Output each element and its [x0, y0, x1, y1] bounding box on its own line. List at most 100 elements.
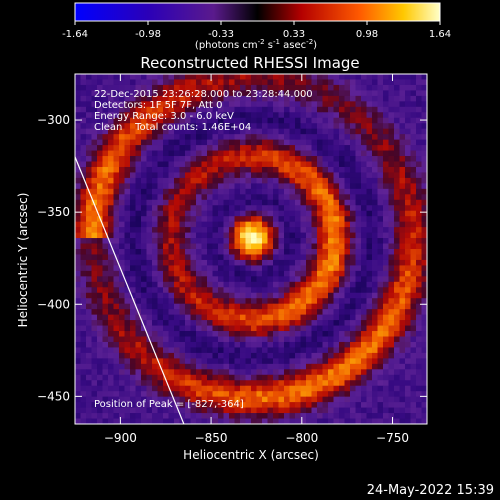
- heatmap-cell: [399, 227, 406, 233]
- heatmap-cell: [311, 363, 318, 370]
- heatmap-cell: [284, 79, 290, 86]
- heatmap-cell: [157, 172, 164, 179]
- heatmap-cell: [102, 128, 109, 135]
- heatmap-cell: [240, 210, 246, 217]
- heatmap-cell: [388, 156, 395, 162]
- heatmap-cell: [416, 166, 422, 173]
- heatmap-cell: [102, 374, 109, 381]
- heatmap-cell: [399, 347, 406, 354]
- heatmap-cell: [284, 156, 290, 162]
- heatmap-cell: [234, 238, 241, 244]
- heatmap-cell: [388, 303, 395, 310]
- heatmap-cell: [174, 117, 180, 124]
- heatmap-cell: [416, 145, 422, 151]
- heatmap-cell: [256, 156, 263, 162]
- heatmap-cell: [322, 112, 329, 119]
- heatmap-cell: [86, 166, 92, 173]
- heatmap-cell: [130, 402, 136, 408]
- heatmap-cell: [146, 117, 153, 124]
- heatmap-cell: [306, 161, 312, 168]
- heatmap-cell: [229, 358, 235, 365]
- heatmap-cell: [295, 128, 301, 135]
- heatmap-cell: [91, 194, 98, 201]
- heatmap-cell: [366, 254, 373, 261]
- heatmap-cell: [262, 238, 268, 244]
- heatmap-cell: [383, 292, 389, 299]
- heatmap-cell: [410, 194, 417, 201]
- heatmap-cell: [240, 331, 246, 337]
- heatmap-cell: [113, 243, 120, 250]
- heatmap-cell: [394, 177, 400, 184]
- heatmap-cell: [295, 298, 301, 304]
- heatmap-cell: [223, 418, 230, 424]
- heatmap-cell: [267, 385, 274, 392]
- heatmap-cell: [256, 210, 263, 217]
- heatmap-cell: [190, 199, 197, 206]
- heatmap-cell: [377, 369, 384, 376]
- heatmap-cell: [196, 95, 202, 102]
- heatmap-cell: [168, 199, 175, 206]
- heatmap-cell: [366, 331, 373, 337]
- heatmap-cell: [97, 418, 103, 424]
- heatmap-cell: [146, 95, 153, 102]
- heatmap-cell: [135, 194, 142, 201]
- heatmap-cell: [229, 199, 235, 206]
- heatmap-cell: [80, 177, 87, 184]
- heatmap-cell: [388, 183, 395, 190]
- heatmap-cell: [366, 177, 373, 184]
- heatmap-cell: [157, 309, 164, 315]
- heatmap-cell: [91, 134, 98, 140]
- heatmap-cell: [251, 183, 257, 190]
- heatmap-cell: [383, 347, 389, 354]
- heatmap-cell: [256, 150, 263, 157]
- heatmap-cell: [174, 210, 180, 217]
- heatmap-cell: [383, 418, 389, 424]
- heatmap-cell: [262, 79, 268, 86]
- heatmap-cell: [86, 298, 92, 304]
- heatmap-cell: [190, 385, 197, 392]
- heatmap-cell: [240, 325, 246, 332]
- heatmap-cell: [300, 101, 307, 108]
- heatmap-cell: [119, 79, 125, 86]
- heatmap-cell: [179, 270, 186, 277]
- heatmap-cell: [322, 177, 329, 184]
- heatmap-cell: [399, 259, 406, 266]
- heatmap-cell: [306, 238, 312, 244]
- heatmap-cell: [295, 90, 301, 97]
- heatmap-cell: [190, 156, 197, 162]
- heatmap-cell: [273, 161, 279, 168]
- heatmap-cell: [399, 238, 406, 244]
- heatmap-cell: [339, 188, 345, 195]
- heatmap-cell: [416, 347, 422, 354]
- heatmap-cell: [289, 314, 296, 321]
- heatmap-cell: [97, 249, 103, 255]
- heatmap-cell: [344, 358, 351, 365]
- heatmap-cell: [267, 166, 274, 173]
- heatmap-cell: [344, 216, 351, 222]
- heatmap-cell: [245, 358, 252, 365]
- heatmap-cell: [317, 249, 323, 255]
- heatmap-cell: [416, 210, 422, 217]
- heatmap-cell: [223, 402, 230, 408]
- heatmap-cell: [322, 227, 329, 233]
- heatmap-cell: [190, 341, 197, 348]
- heatmap-cell: [289, 221, 296, 228]
- heatmap-cell: [229, 227, 235, 233]
- heatmap-cell: [355, 265, 362, 272]
- heatmap-cell: [229, 90, 235, 97]
- heatmap-cell: [234, 117, 241, 124]
- heatmap-cell: [157, 281, 164, 288]
- heatmap-cell: [278, 385, 285, 392]
- heatmap-cell: [152, 95, 158, 102]
- heatmap-cell: [190, 363, 197, 370]
- heatmap-cell: [344, 303, 351, 310]
- heatmap-cell: [295, 123, 301, 129]
- heatmap-cell: [141, 112, 147, 119]
- heatmap-cell: [355, 303, 362, 310]
- heatmap-cell: [251, 150, 257, 157]
- heatmap-cell: [168, 117, 175, 124]
- heatmap-cell: [251, 363, 257, 370]
- heatmap-cell: [97, 259, 103, 266]
- heatmap-cell: [372, 331, 378, 337]
- heatmap-cell: [278, 413, 285, 419]
